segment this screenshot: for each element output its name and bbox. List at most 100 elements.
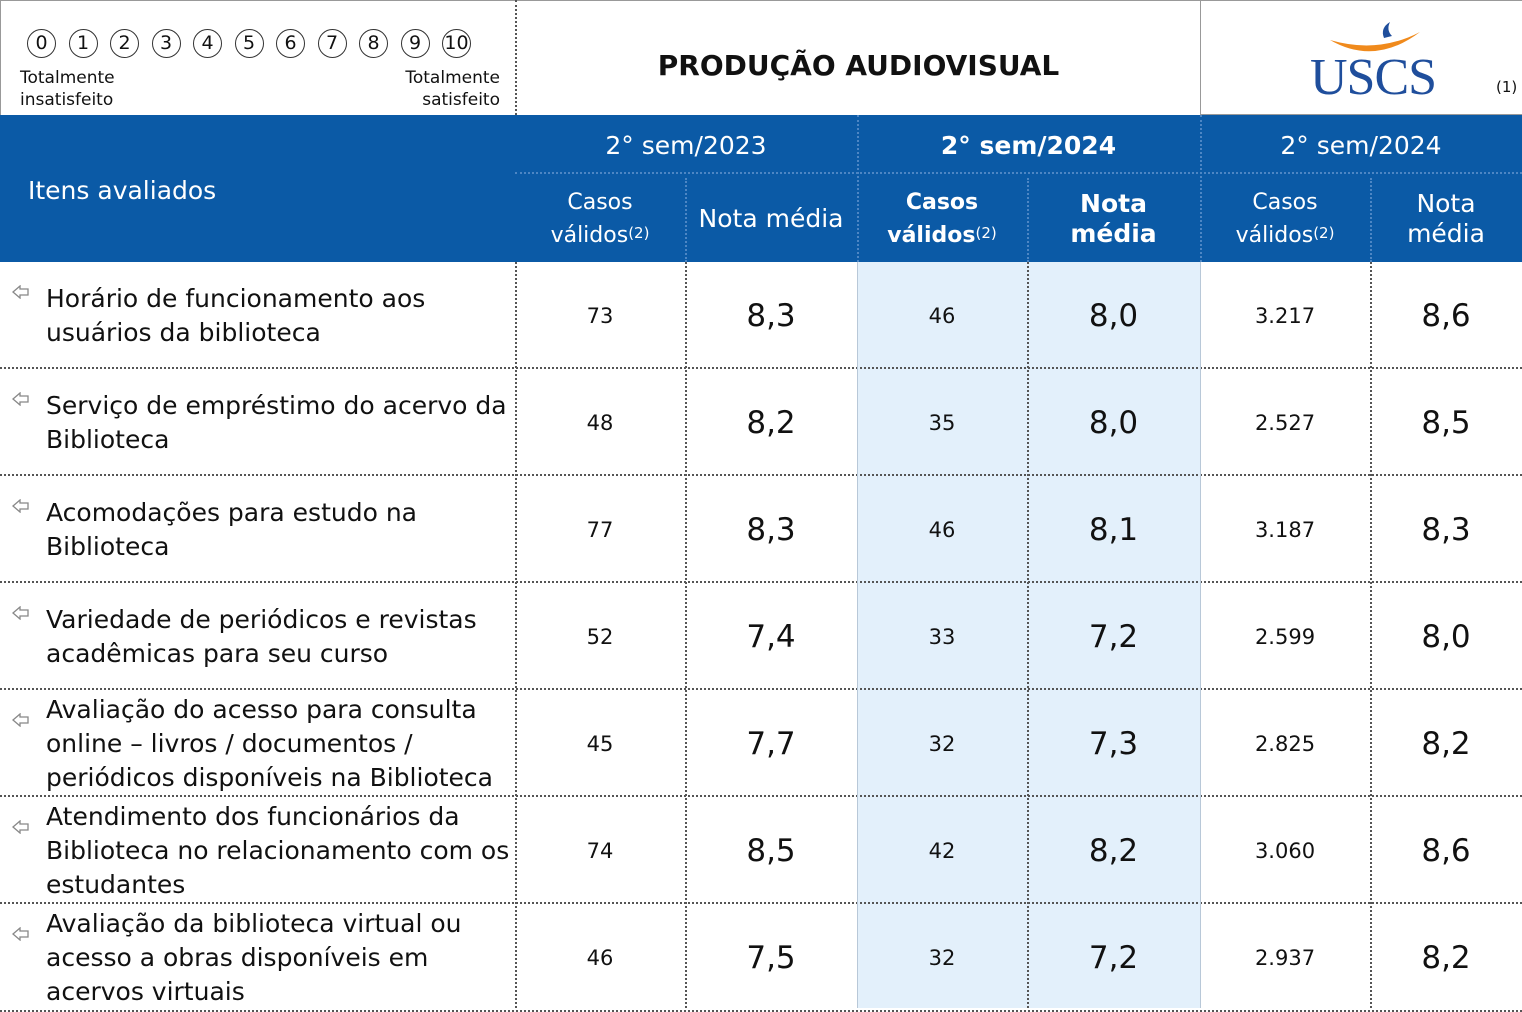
divider [515, 0, 517, 115]
row-icon [12, 605, 34, 627]
score-cell: 8,0 [1421, 618, 1471, 655]
count-cell: 46 [928, 303, 956, 328]
group-label: 2° sem/2024 [1280, 130, 1442, 160]
title: PRODUÇÃO AUDIOVISUAL [657, 48, 1060, 82]
count-cell: 52 [586, 624, 614, 649]
header-divider [1370, 178, 1372, 262]
col-divider [1027, 262, 1029, 1008]
score-cell: 7,2 [1088, 939, 1139, 976]
score-cell: 8,3 [746, 511, 796, 548]
score-cell: 8,1 [1088, 511, 1139, 548]
header-divider [857, 115, 859, 262]
score-cell: 7,2 [1088, 618, 1139, 655]
logo-note: (1) [1496, 78, 1518, 96]
score-cell: 8,3 [1421, 511, 1471, 548]
header-frame [0, 0, 1522, 115]
scale-point: 3 [151, 29, 181, 58]
header-band [0, 115, 1522, 262]
count-cell: 32 [928, 731, 956, 756]
subheader-note: (2) [1313, 223, 1335, 242]
row-line [0, 688, 1522, 691]
row-line [0, 474, 1522, 477]
row-icon [12, 284, 34, 306]
subheader: Casos válidos(2) [857, 178, 1027, 260]
score-cell: 7,5 [746, 939, 796, 976]
scale-point: 9 [400, 29, 430, 58]
score-cell: 8,3 [746, 297, 796, 334]
header-divider [1200, 115, 1202, 262]
count-cell: 46 [586, 945, 614, 970]
header-divider [1027, 178, 1029, 262]
col-divider [857, 262, 858, 1008]
scale-point: 10 [442, 29, 471, 58]
score-cell: 8,2 [1088, 832, 1139, 869]
subheader: Casos válidos(2) [515, 178, 685, 260]
group-label: 2° sem/2024 [940, 130, 1117, 160]
count-cell: 3.187 [1254, 517, 1316, 542]
score-cell: 8,0 [1088, 404, 1139, 441]
row-line [0, 367, 1522, 370]
logo: USCS [1310, 49, 1437, 106]
score-cell: 8,6 [1421, 832, 1471, 869]
count-cell: 45 [586, 731, 614, 756]
scale-point: 4 [193, 29, 222, 58]
count-cell: 3.060 [1254, 838, 1316, 863]
count-cell: 73 [586, 303, 614, 328]
row-line [0, 902, 1522, 905]
logo-swoosh [1330, 22, 1420, 52]
item-label: Horário de funcionamento aos usuários da… [46, 283, 426, 347]
subheader-label: Casos válidos(2) [1235, 189, 1335, 248]
subheader: Casos válidos(2) [1200, 178, 1370, 260]
item-label: Avaliação do acesso para consulta online… [46, 694, 493, 792]
score-cell: 7,4 [746, 618, 796, 655]
count-cell: 48 [586, 410, 614, 435]
count-cell: 46 [928, 517, 956, 542]
count-cell: 74 [586, 838, 614, 863]
item-label: Avaliação da biblioteca virtual ou acess… [46, 908, 462, 1006]
row-icon [12, 498, 34, 520]
subheader-note: (2) [975, 223, 997, 242]
scale-left: Totalmente insatisfeito [20, 68, 115, 110]
subheader-label: Nota média [698, 204, 844, 233]
count-cell: 32 [928, 945, 956, 970]
scale-point: 5 [234, 29, 264, 58]
subheader-note: (2) [628, 223, 650, 242]
scale-point: 7 [317, 29, 347, 58]
subheader: Nota média [685, 178, 857, 260]
subheader-label: Nota média [1070, 189, 1157, 248]
subheader-label: Casos válidos(2) [550, 189, 650, 248]
scale-right: Totalmente satisfeito [405, 68, 500, 110]
row-icon [12, 926, 34, 948]
scale-point: 0 [27, 29, 56, 58]
header-divider [685, 178, 687, 262]
score-cell: 8,5 [746, 832, 796, 869]
item-label: Atendimento dos funcionários da Bibliote… [46, 801, 510, 899]
count-cell: 77 [586, 517, 614, 542]
col-divider [685, 262, 687, 1008]
score-cell: 8,6 [1421, 297, 1471, 334]
divider [1200, 0, 1201, 115]
items-label: Itens avaliados [28, 175, 217, 205]
score-cell: 8,2 [1421, 939, 1471, 976]
scale-point: 1 [68, 29, 98, 58]
scale-point: 6 [276, 29, 305, 58]
row-icon [12, 819, 34, 841]
col-divider [1370, 262, 1372, 1008]
item-label: Acomodações para estudo na Biblioteca [46, 497, 417, 561]
subheader: Nota média [1370, 178, 1522, 260]
scale-point: 2 [110, 29, 139, 58]
score-cell: 7,3 [1088, 725, 1139, 762]
item-label: Variedade de periódicos e revistas acadê… [46, 604, 477, 668]
score-cell: 7,7 [746, 725, 796, 762]
row-icon [12, 712, 34, 734]
item-label: Serviço de empréstimo do acervo da Bibli… [46, 390, 507, 454]
count-cell: 35 [928, 410, 956, 435]
subheader: Nota média [1027, 178, 1200, 260]
score-cell: 8,5 [1421, 404, 1471, 441]
score-cell: 8,0 [1088, 297, 1139, 334]
col-divider [1200, 262, 1201, 1008]
header-dots [515, 172, 1522, 174]
score-cell: 8,2 [746, 404, 796, 441]
count-cell: 2.937 [1254, 945, 1316, 970]
